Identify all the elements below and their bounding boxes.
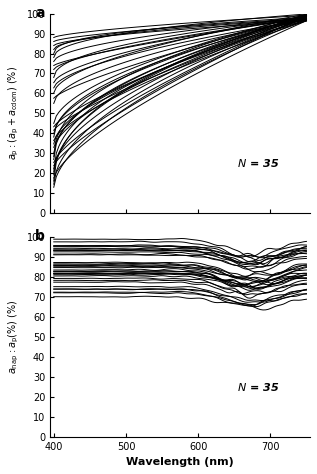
Text: b: b [35, 229, 45, 243]
Text: a: a [36, 6, 45, 19]
Y-axis label: $a_{\mathrm{p}} : (a_{\mathrm{p}} + a_{\mathrm{cdom}})$ (%): $a_{\mathrm{p}} : (a_{\mathrm{p}} + a_{\… [7, 66, 21, 161]
Text: $\mathit{N}$ = 35: $\mathit{N}$ = 35 [237, 381, 280, 393]
Text: $\mathit{N}$ = 35: $\mathit{N}$ = 35 [237, 157, 280, 169]
Y-axis label: $a_{\mathrm{nap}} : a_{\mathrm{p}}$(%) (%): $a_{\mathrm{nap}} : a_{\mathrm{p}}$(%) (… [7, 300, 21, 374]
X-axis label: Wavelength (nm): Wavelength (nm) [126, 457, 234, 467]
